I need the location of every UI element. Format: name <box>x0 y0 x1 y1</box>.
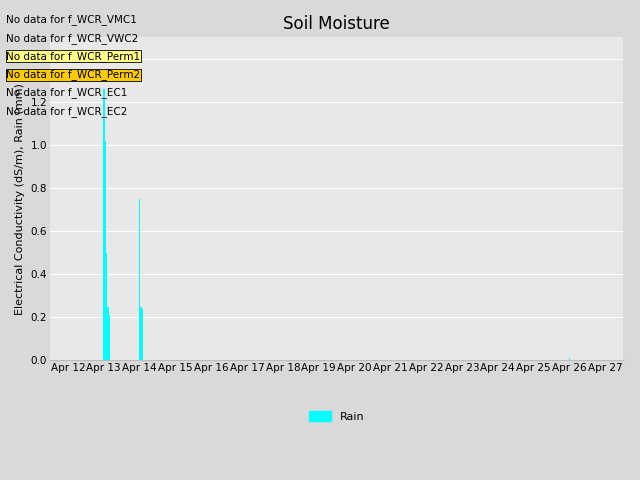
Text: No data for f_WCR_VMC1: No data for f_WCR_VMC1 <box>6 14 137 25</box>
Bar <box>109 315 110 360</box>
Bar <box>140 307 142 360</box>
Title: Soil Moisture: Soil Moisture <box>283 15 390 33</box>
Bar <box>107 307 109 360</box>
Bar <box>104 141 106 360</box>
Bar <box>569 358 570 360</box>
Bar <box>106 253 108 360</box>
Bar <box>103 89 104 360</box>
Bar <box>139 199 140 360</box>
Text: No data for f_WCR_Perm1: No data for f_WCR_Perm1 <box>6 51 141 62</box>
Text: No data for f_WCR_EC2: No data for f_WCR_EC2 <box>6 106 128 117</box>
Y-axis label: Electrical Conductivity (dS/m), Rain (mm): Electrical Conductivity (dS/m), Rain (mm… <box>15 83 25 315</box>
Legend: Rain: Rain <box>304 406 369 426</box>
Text: No data for f_WCR_VWC2: No data for f_WCR_VWC2 <box>6 33 139 44</box>
Bar <box>141 309 143 360</box>
Text: No data for f_WCR_Perm2: No data for f_WCR_Perm2 <box>6 69 141 80</box>
Text: No data for f_WCR_EC1: No data for f_WCR_EC1 <box>6 87 128 98</box>
